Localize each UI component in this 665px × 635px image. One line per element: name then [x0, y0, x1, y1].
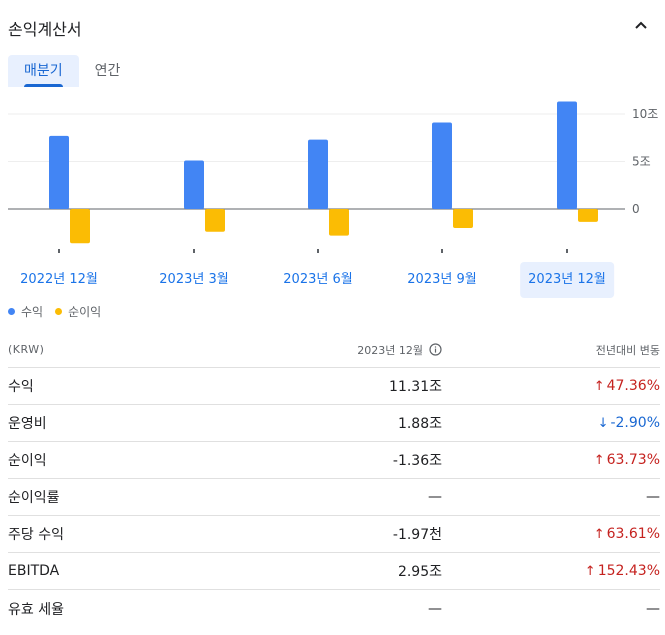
x-tick-mark	[193, 249, 195, 253]
revenue-bar	[184, 160, 204, 209]
metric-change-text: 152.43%	[597, 563, 660, 579]
quarter-button[interactable]: 2023년 3월	[159, 272, 229, 287]
income-bar-chart: 10조 5조 0	[8, 101, 658, 253]
table-row: 주당 수익 -1.97천 ↑ 63.61%	[8, 516, 660, 553]
legend-label-net-income: 순이익	[68, 305, 102, 319]
metric-change-text: 63.73%	[606, 452, 660, 468]
metric-label: 유효 세율	[8, 601, 64, 618]
metric-change: ↑ 152.43%	[442, 563, 660, 579]
net-income-bar	[205, 209, 225, 232]
metric-value: -1.97천	[208, 524, 442, 544]
metric-change-text: 63.61%	[606, 526, 660, 542]
metric-change-text: —	[646, 600, 660, 617]
card-header: 손익계산서	[8, 14, 657, 40]
x-tick-mark	[441, 249, 443, 253]
tab-annual[interactable]: 연간	[94, 63, 121, 79]
y-tick-label: 5조	[632, 155, 651, 169]
metric-label: 운영비	[8, 416, 47, 432]
revenue-bar	[308, 139, 328, 209]
quarter-selector: 2022년 12월 2023년 3월 2023년 6월 2023년 9월 2023년 1…	[0, 262, 665, 298]
net-income-bar	[578, 209, 598, 222]
info-icon[interactable]	[429, 343, 442, 356]
y-tick-label: 0	[632, 202, 640, 216]
metric-label: EBITDA	[8, 563, 60, 579]
metric-value: 11.31조	[208, 376, 442, 396]
metric-value-text: 11.31조	[389, 379, 442, 395]
metric-label: 주당 수익	[8, 527, 64, 543]
metric-value-text: —	[428, 600, 442, 617]
quarter-button[interactable]: 2023년 6월	[283, 272, 353, 287]
metric-value: -1.36조	[208, 450, 442, 470]
legend-item-revenue: 수익	[8, 303, 43, 320]
x-tick-mark	[566, 249, 568, 253]
metric-label: 수익	[8, 379, 34, 395]
metric-change: —	[442, 601, 660, 617]
table-row: 운영비 1.88조 ↓ -2.90%	[8, 405, 660, 442]
legend-item-net-income: 순이익	[55, 303, 101, 320]
legend-dot-net-income	[55, 308, 63, 315]
change-header: 전년대비 변동	[595, 343, 660, 357]
metric-label: 순이익률	[8, 490, 60, 506]
metric-change-text: —	[646, 489, 660, 505]
table-row: EBITDA 2.95조 ↑ 152.43%	[8, 553, 660, 590]
revenue-bar	[557, 101, 577, 209]
metric-value: 2.95조	[208, 561, 442, 581]
metric-change: ↑ 63.73%	[442, 452, 660, 468]
period-tabs: 매분기 연간	[8, 55, 136, 87]
metric-value-text: -1.97천	[392, 527, 442, 543]
metric-value-text: 2.95조	[397, 564, 442, 580]
metric-change: —	[442, 489, 660, 505]
quarter-button[interactable]: 2022년 12월	[20, 272, 98, 287]
quarter-button[interactable]: 2023년 9월	[407, 272, 477, 287]
chevron-up-icon[interactable]	[629, 14, 653, 38]
metric-change: ↑ 63.61%	[442, 526, 660, 542]
metric-change-text: -2.90%	[610, 415, 660, 431]
quarter-button[interactable]: 2023년 12월	[520, 262, 614, 298]
arrow-down-icon: ↓	[597, 415, 609, 431]
metric-value: 1.88조	[208, 413, 442, 433]
metric-value: —	[208, 489, 442, 505]
chart-legend: 수익 순이익	[8, 303, 113, 320]
net-income-bar	[70, 209, 90, 244]
table-row: 순이익률 — —	[8, 479, 660, 516]
arrow-up-icon: ↑	[593, 378, 605, 394]
metric-label: 순이익	[8, 453, 47, 469]
x-tick-mark	[317, 249, 319, 253]
revenue-bar	[49, 135, 69, 209]
table-row: 유효 세율 — —	[8, 590, 660, 627]
net-income-bar	[329, 209, 349, 236]
legend-label-revenue: 수익	[21, 305, 44, 319]
period-header: 2023년 12월	[208, 342, 442, 358]
period-label: 2023년 12월	[357, 343, 423, 357]
tab-quarterly[interactable]: 매분기	[8, 55, 79, 87]
net-income-bar	[453, 209, 473, 228]
table-header: (KRW) 2023년 12월 전년대비 변동	[8, 332, 660, 368]
metric-value-text: —	[428, 489, 442, 505]
arrow-up-icon: ↑	[584, 563, 596, 579]
table-row: 수익 11.31조 ↑ 47.36%	[8, 368, 660, 405]
y-tick-label: 10조	[632, 107, 658, 121]
metric-change: ↓ -2.90%	[442, 415, 660, 431]
currency-label: (KRW)	[8, 343, 45, 356]
metric-value-text: 1.88조	[397, 416, 442, 432]
section-title: 손익계산서	[8, 20, 82, 39]
x-tick-mark	[58, 249, 60, 253]
table-row: 순이익 -1.36조 ↑ 63.73%	[8, 442, 660, 479]
legend-dot-revenue	[8, 308, 15, 315]
metric-change: ↑ 47.36%	[442, 378, 660, 394]
revenue-bar	[432, 122, 452, 209]
metric-value-text: -1.36조	[392, 453, 442, 469]
arrow-up-icon: ↑	[593, 452, 605, 468]
arrow-up-icon: ↑	[593, 526, 605, 542]
financial-table: (KRW) 2023년 12월 전년대비 변동 수익 11.31조 ↑ 47.36% 운…	[8, 332, 660, 627]
metric-value: —	[208, 601, 442, 617]
metric-change-text: 47.36%	[606, 378, 660, 394]
